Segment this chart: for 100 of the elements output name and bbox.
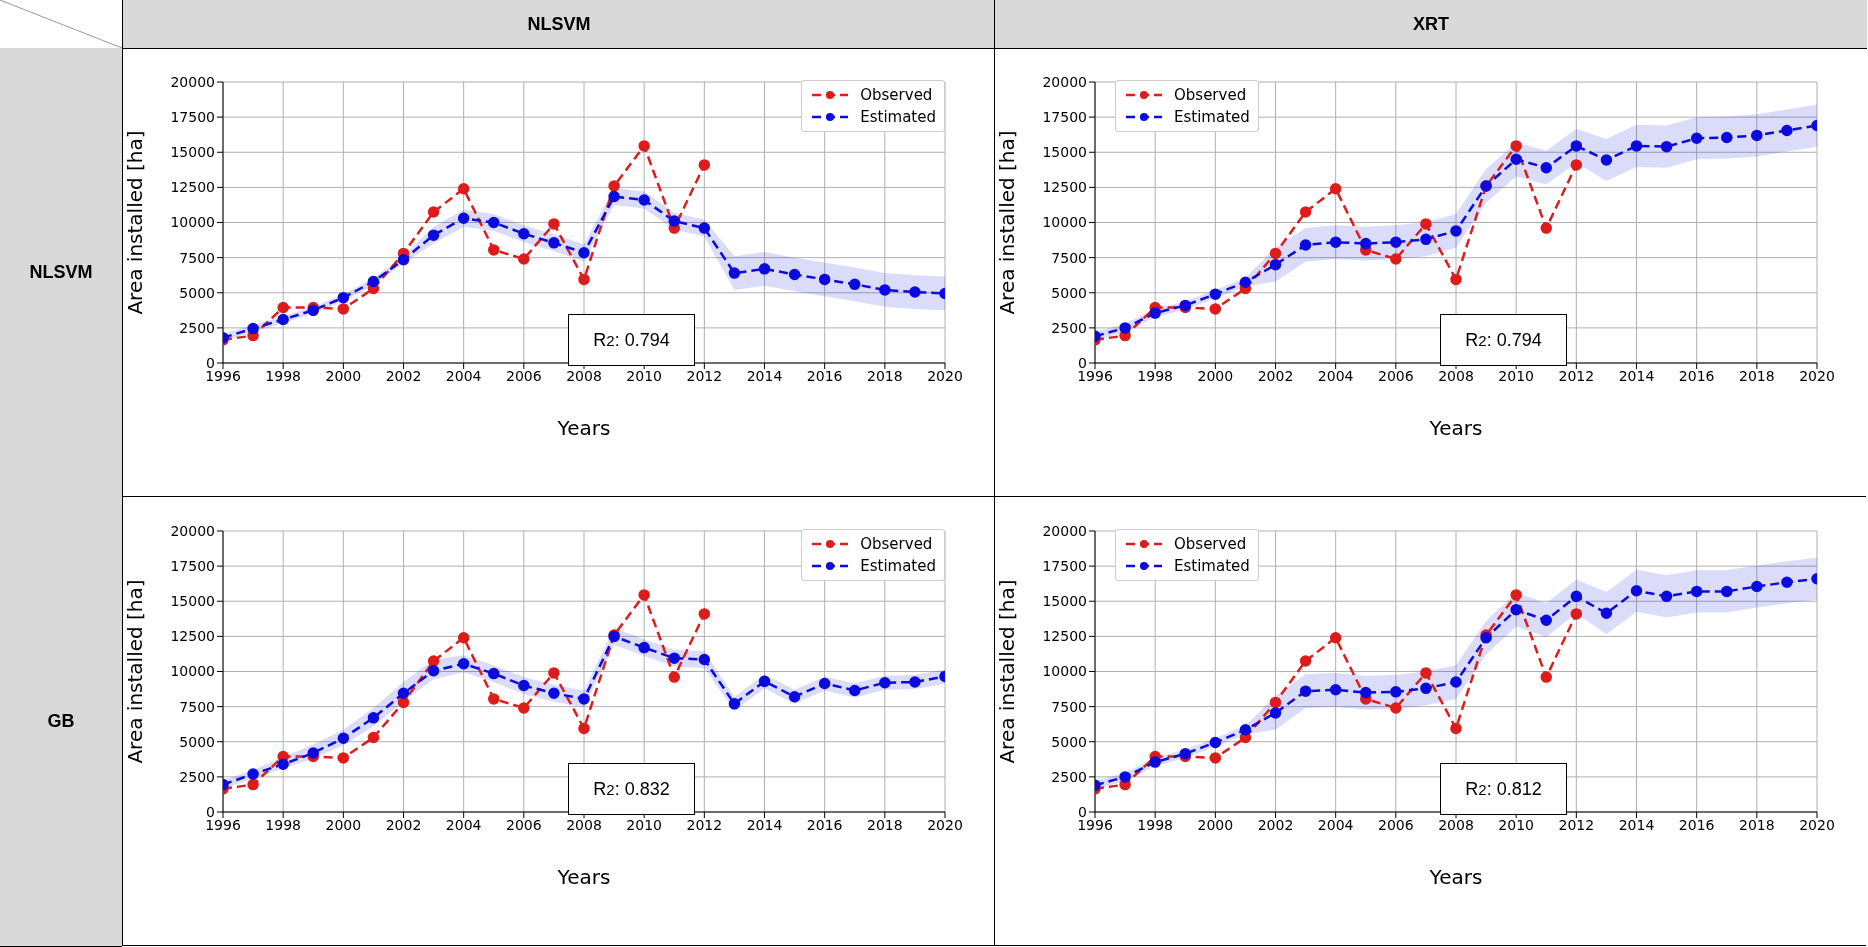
x-tick-label: 2020 — [1799, 367, 1835, 384]
x-tick-label: 2006 — [1378, 816, 1414, 833]
x-tick-label: 2016 — [806, 816, 843, 833]
y-tick-label: 7500 — [1051, 249, 1087, 266]
y-tick-label: 17500 — [1042, 558, 1087, 575]
legend-label: Observed — [1174, 86, 1247, 104]
x-tick-label: 2012 — [1558, 816, 1595, 833]
text: NLSVM — [0, 48, 122, 498]
legend-label: Estimated — [860, 557, 936, 575]
x-tick-label: 2012 — [1558, 367, 1595, 384]
y-tick-label: 12500 — [170, 628, 215, 645]
legend-label: Estimated — [860, 108, 936, 126]
x-axis-title: Years — [556, 416, 611, 440]
x-tick-label: 2014 — [746, 367, 783, 384]
x-tick-label: 2020 — [927, 816, 963, 833]
y-tick-label: 20000 — [1042, 73, 1087, 90]
y-axis-title: Area installed [ha] — [123, 130, 148, 315]
legend-label: Estimated — [1174, 557, 1250, 575]
y-tick-label: 5000 — [179, 284, 215, 301]
x-tick-label: 2006 — [1378, 367, 1414, 384]
x-tick-label: 2000 — [1197, 367, 1234, 384]
chart-title: XRT — [994, 0, 1867, 49]
x-tick-label: 2012 — [686, 816, 723, 833]
x-tick-label: 2016 — [1678, 367, 1715, 384]
y-tick-label: 20000 — [170, 522, 215, 539]
y-tick-label: 15000 — [170, 593, 215, 610]
x-tick-label: 2010 — [1498, 367, 1534, 384]
x-axis-title: Years — [1428, 865, 1483, 889]
y-tick-label: 15000 — [1042, 593, 1087, 610]
y-tick-label: 2500 — [179, 319, 215, 336]
x-tick-label: 2004 — [445, 816, 482, 833]
y-tick-label: 2500 — [1051, 768, 1087, 785]
x-tick-label: 2010 — [626, 816, 662, 833]
x-tick-label: 2002 — [385, 367, 422, 384]
x-tick-label: 2008 — [1438, 816, 1474, 833]
y-tick-label: 20000 — [170, 73, 215, 90]
x-tick-label: 2010 — [626, 367, 662, 384]
x-tick-label: 2012 — [686, 367, 723, 384]
x-tick-label: 1998 — [1137, 367, 1173, 384]
x-tick-label: 2002 — [385, 816, 422, 833]
y-tick-label: 10000 — [170, 663, 215, 680]
y-tick-label: 10000 — [170, 214, 215, 231]
y-tick-label: 7500 — [179, 249, 215, 266]
x-tick-label: 2006 — [506, 367, 542, 384]
x-tick-label: 2006 — [506, 816, 542, 833]
x-axis-title: Years — [1428, 416, 1483, 440]
y-tick-label: 17500 — [170, 109, 215, 126]
x-tick-label: 1998 — [1137, 816, 1173, 833]
y-tick-label: 10000 — [1042, 663, 1087, 680]
y-tick-label: 12500 — [1042, 628, 1087, 645]
x-tick-label: 2020 — [927, 367, 963, 384]
y-tick-label: 10000 — [1042, 214, 1087, 231]
x-tick-label: 2014 — [746, 816, 783, 833]
y-tick-label: 17500 — [170, 558, 215, 575]
legend-label: Estimated — [1174, 108, 1250, 126]
x-tick-label: 2000 — [325, 816, 362, 833]
text: GB — [0, 497, 122, 947]
y-tick-label: 2500 — [179, 768, 215, 785]
x-tick-label: 2016 — [806, 367, 843, 384]
y-tick-label: 5000 — [1051, 733, 1087, 750]
x-tick-label: 2004 — [1317, 816, 1354, 833]
y-tick-label: 12500 — [1042, 179, 1087, 196]
y-axis-title: Area installed [ha] — [995, 130, 1020, 315]
x-tick-label: 2002 — [1257, 816, 1294, 833]
y-tick-label: 12500 — [170, 179, 215, 196]
x-tick-label: 2018 — [867, 367, 903, 384]
x-tick-label: 2014 — [1618, 816, 1655, 833]
y-tick-label: 2500 — [1051, 319, 1087, 336]
y-tick-label: 17500 — [1042, 109, 1087, 126]
legend-label: Observed — [860, 535, 933, 553]
y-tick-label: 15000 — [170, 144, 215, 161]
x-tick-label: 2018 — [867, 816, 903, 833]
y-tick-label: 5000 — [1051, 284, 1087, 301]
y-axis-title: Area installed [ha] — [123, 579, 148, 764]
x-tick-label: 1998 — [265, 367, 301, 384]
x-tick-label: 2020 — [1799, 816, 1835, 833]
legend-label: Observed — [1174, 535, 1247, 553]
x-tick-label: 2010 — [1498, 816, 1534, 833]
x-tick-label: 2008 — [1438, 367, 1474, 384]
x-tick-label: 2004 — [1317, 367, 1354, 384]
x-tick-label: 2000 — [1197, 816, 1234, 833]
y-tick-label: 7500 — [179, 698, 215, 715]
x-tick-label: 2004 — [445, 367, 482, 384]
x-tick-label: 2000 — [325, 367, 362, 384]
y-tick-label: 20000 — [1042, 522, 1087, 539]
x-tick-label: 2018 — [1739, 816, 1775, 833]
x-tick-label: 2002 — [1257, 367, 1294, 384]
y-tick-label: 7500 — [1051, 698, 1087, 715]
x-tick-label: 2014 — [1618, 367, 1655, 384]
x-tick-label: 2018 — [1739, 367, 1775, 384]
y-tick-label: 5000 — [179, 733, 215, 750]
x-tick-label: 2008 — [566, 816, 602, 833]
y-axis-title: Area installed [ha] — [995, 579, 1020, 764]
x-tick-label: 2008 — [566, 367, 602, 384]
x-axis-title: Years — [556, 865, 611, 889]
x-tick-label: 2016 — [1678, 816, 1715, 833]
chart-title: NLSVM — [122, 0, 995, 49]
y-tick-label: 15000 — [1042, 144, 1087, 161]
legend-label: Observed — [860, 86, 933, 104]
x-tick-label: 1998 — [265, 816, 301, 833]
